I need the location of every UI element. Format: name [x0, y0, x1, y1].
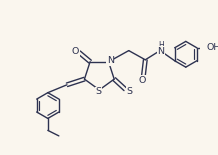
Text: N: N: [157, 47, 164, 56]
Text: S: S: [127, 87, 133, 96]
Text: O: O: [72, 47, 79, 56]
Text: N: N: [107, 56, 114, 65]
Text: O: O: [139, 75, 146, 84]
Text: OH: OH: [206, 43, 218, 52]
Text: H: H: [158, 41, 164, 50]
Text: S: S: [95, 87, 101, 96]
